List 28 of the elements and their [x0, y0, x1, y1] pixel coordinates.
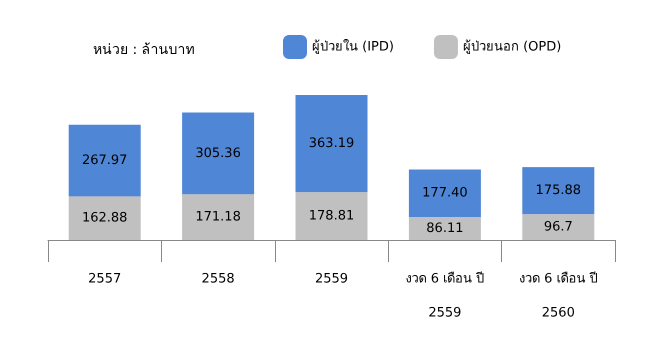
data-label: 171.18 [195, 210, 241, 225]
data-label: 96.7 [544, 220, 573, 235]
data-label: 175.88 [536, 183, 582, 198]
data-label: 178.81 [308, 208, 354, 224]
text: หน่วย : ล้านบาท [93, 42, 195, 58]
x-tick-label: 2557 [88, 272, 122, 286]
category-label: งวด 6 เดือน ปี 2559 [406, 272, 484, 320]
bar [522, 214, 594, 240]
data-label: 177.40 [422, 186, 468, 201]
bar [182, 112, 254, 194]
bar [68, 196, 141, 240]
bar [522, 167, 594, 214]
bar [408, 170, 481, 217]
x-tick-label: 2559 [314, 272, 348, 286]
legend-label: ผู้ป่วยนอก (OPD) [462, 40, 562, 54]
bar [408, 216, 481, 240]
data-label: 305.36 [195, 146, 241, 161]
data-label: 162.88 [82, 210, 128, 226]
bar [182, 194, 254, 240]
legend-label: ผู้ป่วยใน (IPD) [312, 38, 394, 54]
bar [68, 124, 141, 196]
category-label: งวด 6 เดือน ปี 2560 [518, 272, 598, 320]
bar [296, 192, 368, 240]
data-label: 86.11 [426, 220, 464, 236]
bar [296, 95, 368, 192]
data-label: 267.97 [82, 153, 128, 168]
x-tick-label: 2558 [202, 272, 235, 286]
data-label: 363.19 [308, 136, 354, 152]
